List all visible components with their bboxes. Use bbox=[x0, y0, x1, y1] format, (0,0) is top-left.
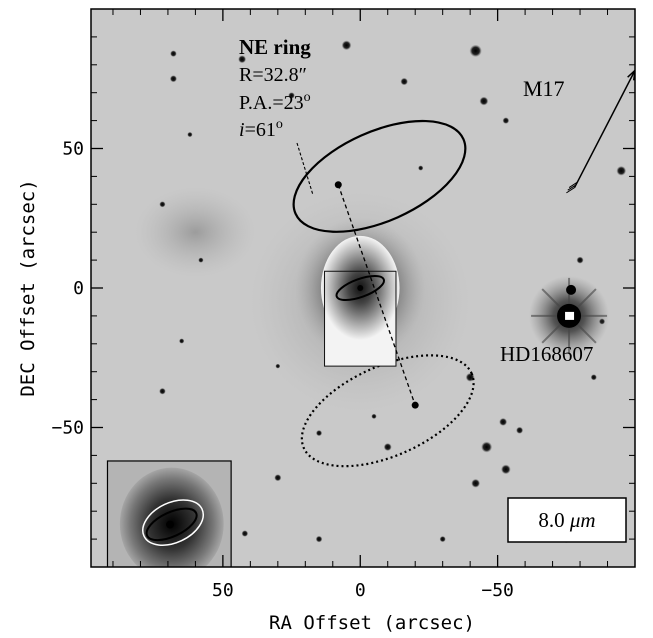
ne-ring-radius: R=32.8″ bbox=[239, 64, 307, 86]
axis-ticks: 50 0 −50 50 0 −50 bbox=[51, 9, 635, 601]
ne-ring-ellipse bbox=[292, 119, 467, 233]
star bbox=[516, 426, 524, 434]
y-axis-label: DEC Offset (arcsec) bbox=[17, 179, 39, 396]
ne-ring-annotation: NE ring R=32.8″ P.A.=23o i=61o bbox=[239, 35, 311, 141]
star bbox=[198, 257, 204, 263]
star bbox=[179, 338, 185, 344]
x-axis-label: RA Offset (arcsec) bbox=[269, 612, 475, 634]
star bbox=[383, 443, 392, 451]
thumbnail-outer-ellipse bbox=[142, 499, 204, 546]
annotation-leader-line bbox=[296, 142, 314, 196]
ne-ring-inclination: i=61o bbox=[239, 117, 283, 141]
star bbox=[481, 441, 493, 453]
x-tick-label: −50 bbox=[481, 580, 514, 601]
m17-arrow-fletch bbox=[567, 184, 577, 191]
sw-ring-marker bbox=[411, 401, 419, 409]
core-point bbox=[357, 285, 364, 291]
star bbox=[371, 413, 377, 419]
star bbox=[238, 55, 247, 64]
y-tick-label: 50 bbox=[62, 139, 84, 160]
star bbox=[159, 201, 166, 208]
hd168607-saturated bbox=[565, 311, 575, 320]
ne-ring-title: NE ring bbox=[239, 35, 311, 59]
star bbox=[170, 50, 177, 57]
source-features bbox=[106, 69, 635, 567]
star bbox=[499, 417, 508, 426]
star bbox=[590, 374, 597, 381]
thumbnail-emission bbox=[119, 467, 224, 567]
star bbox=[576, 256, 584, 264]
y-tick-label: 0 bbox=[73, 278, 84, 299]
star bbox=[275, 363, 281, 369]
star bbox=[469, 44, 482, 58]
core-inset-frame bbox=[324, 270, 397, 367]
ne-ring-marker bbox=[334, 181, 342, 189]
star bbox=[479, 96, 489, 106]
star bbox=[439, 536, 446, 543]
hd168607-companion bbox=[566, 284, 577, 295]
sw-ring-ellipse bbox=[300, 354, 475, 468]
star bbox=[465, 372, 475, 382]
core-ellipse bbox=[335, 274, 385, 302]
thumbnail-frame bbox=[106, 460, 232, 567]
star bbox=[159, 387, 166, 395]
x-tick-label: 0 bbox=[355, 580, 366, 601]
star bbox=[315, 430, 323, 437]
x-tick-label: 50 bbox=[212, 580, 234, 601]
star bbox=[274, 474, 282, 482]
star bbox=[288, 92, 295, 99]
m17-arrow-fletch bbox=[568, 181, 578, 188]
western-filament bbox=[135, 187, 256, 278]
star bbox=[501, 464, 511, 475]
hd168607-label: HD168607 bbox=[500, 342, 593, 366]
m17-arrow-head bbox=[627, 69, 635, 81]
wavelength-box: 8.0 μm bbox=[507, 497, 627, 543]
star bbox=[400, 77, 408, 86]
y-tick-label: −50 bbox=[51, 418, 84, 439]
star bbox=[616, 165, 627, 176]
wavelength-label: 8.0 μm bbox=[538, 508, 595, 532]
star bbox=[315, 535, 323, 543]
star bbox=[471, 478, 481, 488]
ring-axis-line bbox=[337, 184, 416, 406]
m17-arrow-shaft bbox=[573, 70, 635, 188]
star bbox=[241, 530, 249, 537]
m17-label: M17 bbox=[523, 76, 565, 101]
star bbox=[169, 75, 177, 83]
star bbox=[187, 131, 193, 138]
thumbnail-inner-ellipse bbox=[145, 507, 198, 542]
m17-arrow-fletch bbox=[566, 187, 575, 194]
thumbnail-core bbox=[166, 520, 175, 529]
star bbox=[418, 165, 424, 171]
star bbox=[341, 40, 352, 51]
ne-ring-position-angle: P.A.=23o bbox=[239, 90, 311, 114]
star bbox=[502, 117, 510, 124]
